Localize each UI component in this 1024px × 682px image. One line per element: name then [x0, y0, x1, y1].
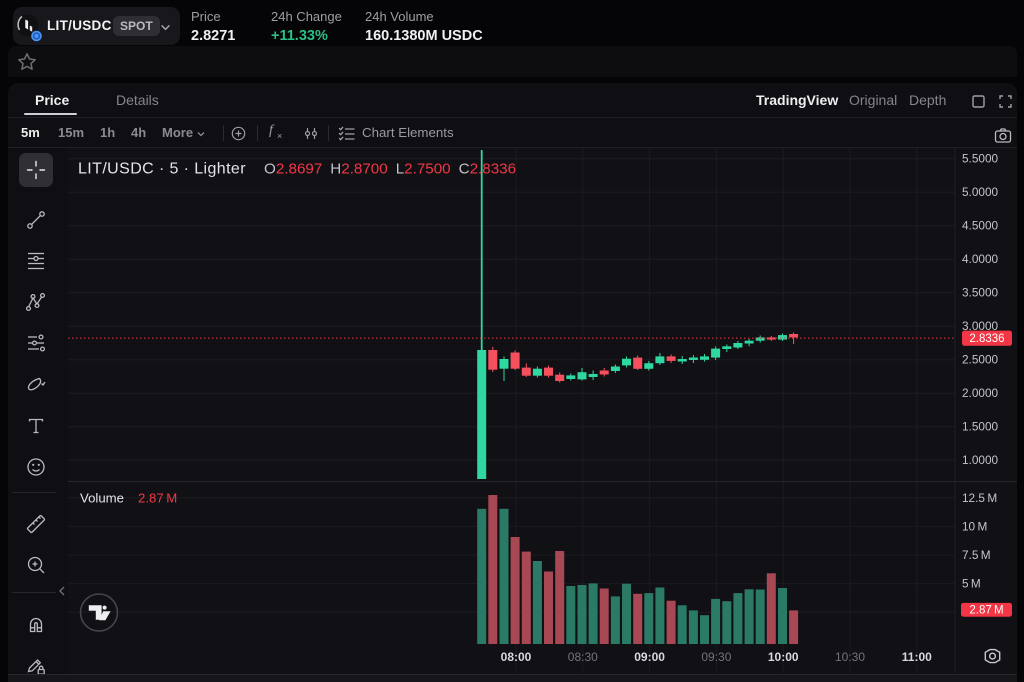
svg-text:08:30: 08:30	[568, 650, 598, 664]
svg-text:5 M: 5 M	[962, 577, 981, 591]
svg-text:10:00: 10:00	[768, 650, 799, 664]
svg-text:11:00: 11:00	[902, 650, 932, 664]
svg-text:5.5000: 5.5000	[962, 152, 999, 166]
svg-text:3.0000: 3.0000	[962, 319, 999, 333]
svg-text:2.87 M: 2.87 M	[138, 491, 177, 506]
svg-text:Volume: Volume	[80, 491, 124, 506]
svg-text:4.5000: 4.5000	[962, 219, 999, 233]
svg-text:12.5 M: 12.5 M	[962, 491, 997, 505]
svg-text:2.5000: 2.5000	[962, 353, 999, 367]
svg-text:10:30: 10:30	[835, 650, 865, 664]
svg-text:7.5 M: 7.5 M	[962, 548, 991, 562]
svg-text:2.8336: 2.8336	[969, 333, 1004, 345]
svg-text:4.0000: 4.0000	[962, 252, 999, 266]
svg-text:2.0000: 2.0000	[962, 386, 999, 400]
svg-text:09:00: 09:00	[634, 650, 665, 664]
svg-text:LIT/USDC · 5 · Lighter: LIT/USDC · 5 · Lighter	[78, 161, 246, 178]
svg-text:08:00: 08:00	[501, 650, 532, 664]
svg-text:3.5000: 3.5000	[962, 286, 999, 300]
svg-text:2.87 M: 2.87 M	[969, 604, 1003, 616]
svg-text:5.0000: 5.0000	[962, 185, 999, 199]
svg-text:1.5000: 1.5000	[962, 420, 999, 434]
svg-text:1.0000: 1.0000	[962, 453, 999, 467]
svg-text:09:30: 09:30	[701, 650, 731, 664]
svg-text:10 M: 10 M	[962, 519, 987, 533]
